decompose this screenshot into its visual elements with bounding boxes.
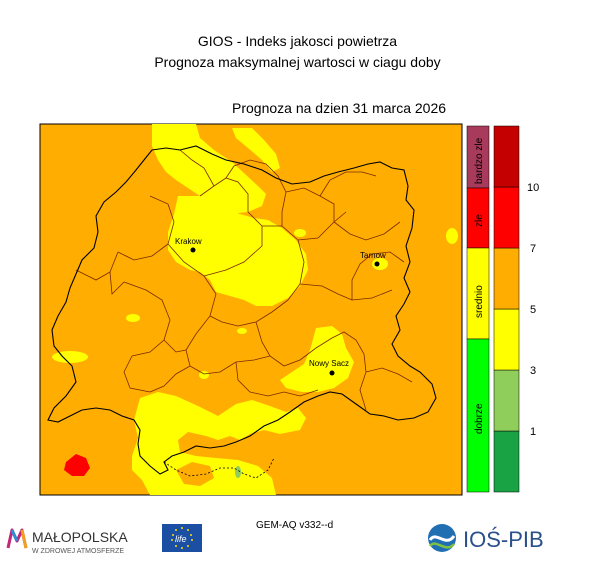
ios-pib-logo: IOŚ-PIB: [428, 524, 544, 552]
city-label-krakow: Krakow: [175, 237, 202, 246]
colorbar-tick-10: 10: [527, 182, 539, 194]
colorbar-level-2: [493, 369, 520, 432]
zone-north: [152, 124, 266, 214]
category-label-dobrze: dobrze: [474, 403, 485, 434]
model-label: GEM-AQ v332--d: [256, 520, 334, 531]
county-borders: [75, 149, 413, 411]
eu-stars-icon: [171, 527, 193, 549]
zone-south-gap: [176, 462, 214, 486]
malopolska-logo: MAŁOPOLSKA W ZDROWEJ ATMOSFERZE: [6, 528, 128, 555]
malopolska-logo-subtext: W ZDROWEJ ATMOSFERZE: [32, 548, 124, 555]
colorbar-level-4: [493, 247, 520, 310]
national-border: [163, 457, 275, 479]
colorbar-tick-1: 1: [530, 426, 536, 438]
zone-spot-5: [294, 229, 306, 237]
zone-spot-2: [52, 351, 88, 363]
eu-life-logo: life: [162, 524, 202, 552]
colorbar-level-5: [493, 186, 520, 249]
malopolska-logo-text: MAŁOPOLSKA: [32, 529, 128, 545]
index-colorbar: 1 3 5 7 10: [493, 125, 539, 493]
colorbar-tick-7: 7: [530, 243, 536, 255]
zone-spot-3: [237, 328, 247, 334]
ios-wave-icon: [428, 534, 456, 542]
colorbar-level-1: [493, 430, 520, 493]
zone-good: [235, 466, 241, 478]
colorbar-tick-3: 3: [530, 365, 536, 377]
city-label-nowy-sacz: Nowy Sacz: [309, 359, 349, 368]
zone-nowy-sacz: [280, 326, 354, 392]
zone-spot-1: [126, 314, 140, 322]
zone-bad: [64, 454, 90, 476]
category-label-srednio: srednio: [474, 285, 485, 318]
voivodeship-border: [47, 145, 437, 475]
forecast-date: Prognoza na dzien 31 marca 2026: [232, 100, 447, 116]
map-subtitle: Prognoza maksymalnej wartosci w ciagu do…: [154, 54, 441, 70]
map-title: GIOS - Indeks jakosci powietrza: [197, 33, 398, 49]
category-label-bardzo-zle: bardzo zle: [474, 137, 485, 184]
category-dobrze: [466, 338, 490, 493]
city-markers: Krakow Tarnow Nowy Sacz: [175, 237, 386, 376]
colorbar-tick-5: 5: [530, 304, 536, 316]
city-nowy-sacz: Nowy Sacz: [309, 359, 349, 376]
colorbar-level-6: [493, 125, 520, 188]
life-logo-text: life: [175, 534, 187, 544]
zone-spot-6: [372, 258, 388, 270]
zone-north-east-strip: [232, 128, 280, 172]
city-krakow: Krakow: [175, 237, 202, 253]
city-label-tarnow: Tarnow: [360, 251, 386, 260]
city-tarnow: Tarnow: [360, 251, 386, 267]
ios-pib-logo-text: IOŚ-PIB: [463, 527, 544, 552]
category-label-zle: zle: [474, 214, 485, 227]
colorbar-level-3: [493, 308, 520, 371]
map-area: Krakow Tarnow Nowy Sacz: [39, 123, 463, 496]
category-bar: bardzo zle zle srednio dobrze: [466, 125, 490, 493]
zone-krakow: [168, 196, 308, 306]
zone-spot-7: [446, 228, 458, 244]
